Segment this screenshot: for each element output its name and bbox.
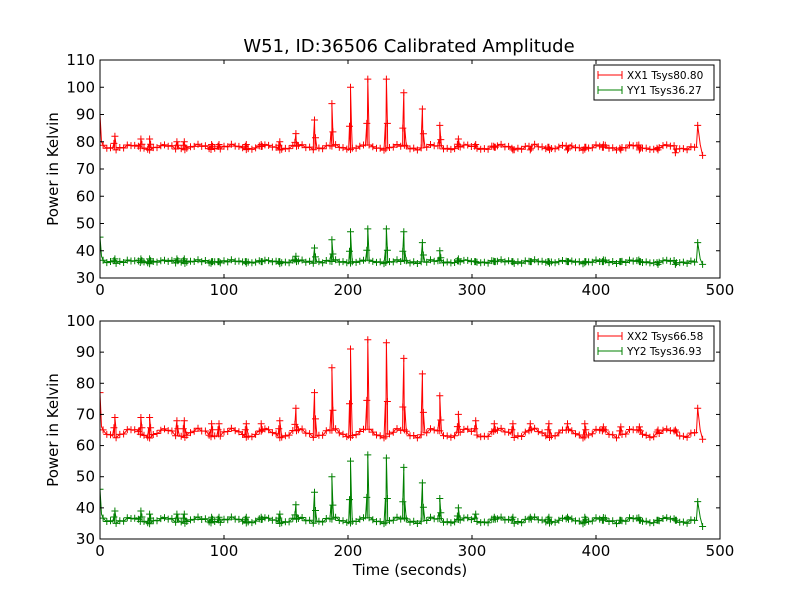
top-x-tick-label: 0 (95, 281, 105, 299)
top-series-xx1 (100, 75, 707, 159)
top-y-tick-label: 110 (66, 51, 95, 69)
bottom-y-tick-label: 60 (76, 437, 95, 455)
top-y-tick-label: 50 (76, 215, 95, 233)
bottom-series-yy2 (100, 451, 707, 530)
bottom-x-tick-label: 500 (706, 542, 735, 560)
bottom-x-tick-label: 100 (210, 542, 239, 560)
top-y-tick-label: 30 (76, 269, 95, 287)
bottom-x-tick-label: 0 (95, 542, 105, 560)
bottom-x-tick-label: 400 (582, 542, 611, 560)
top-legend: XX1 Tsys80.80 YY1 Tsys36.27 (593, 64, 715, 101)
bottom-y-axis-label: Power in Kelvin (44, 373, 62, 487)
top-x-tick-label: 300 (458, 281, 487, 299)
top-y-tick-label: 60 (76, 187, 95, 205)
bottom-legend-swatch-marker (597, 332, 623, 340)
top-chart-panel: 0 100 200 300 400 500 30 40 50 60 70 80 90 100 110 Powe… (44, 51, 734, 299)
bottom-x-tick-label: 300 (458, 542, 487, 560)
top-y-tick-label: 80 (76, 133, 95, 151)
top-y-tick-label: 40 (76, 242, 95, 260)
bottom-legend: XX2 Tsys66.58 YY2 Tsys36.93 (593, 325, 715, 362)
bottom-plot-frame (99, 320, 721, 540)
top-series-markers (100, 225, 707, 268)
bottom-series-markers (100, 451, 707, 530)
top-y-tick-label: 100 (66, 78, 95, 96)
bottom-legend-label: XX2 Tsys66.58 (627, 331, 703, 343)
bottom-y-tick-label: 100 (66, 312, 95, 330)
figure-title: W51, ID:36506 Calibrated Amplitude (243, 36, 574, 57)
top-legend-swatch-marker (597, 86, 623, 94)
bottom-y-tick-label: 90 (76, 343, 95, 361)
top-series-yy1 (100, 225, 707, 268)
top-y-tick-label: 70 (76, 160, 95, 178)
top-series-markers (100, 75, 707, 159)
bottom-chart-panel: 0 100 200 300 400 500 30 40 50 60 70 80 90 100 Power i… (44, 312, 734, 579)
bottom-y-tick-label: 30 (76, 530, 95, 548)
bottom-y-tick-label: 80 (76, 374, 95, 392)
bottom-legend-label: YY2 Tsys36.93 (626, 346, 702, 358)
top-legend-box (593, 64, 715, 101)
top-y-tick-label: 90 (76, 106, 95, 124)
bottom-x-axis-label: Time (seconds) (352, 561, 468, 579)
top-y-axis-label: Power in Kelvin (44, 112, 62, 226)
bottom-x-tick-label: 200 (334, 542, 363, 560)
bottom-y-tick-label: 40 (76, 499, 95, 517)
bottom-legend-swatch-marker (597, 347, 623, 355)
top-x-tick-label: 400 (582, 281, 611, 299)
bottom-legend-box (593, 325, 715, 362)
top-x-tick-label: 200 (334, 281, 363, 299)
top-x-tick-label: 500 (706, 281, 735, 299)
top-legend-label: YY1 Tsys36.27 (626, 85, 702, 97)
top-legend-label: XX1 Tsys80.80 (627, 70, 703, 82)
bottom-series-markers (100, 336, 707, 443)
top-legend-swatch-marker (597, 71, 623, 79)
bottom-y-tick-label: 70 (76, 405, 95, 423)
top-x-tick-label: 100 (210, 281, 239, 299)
bottom-y-tick-label: 50 (76, 468, 95, 486)
bottom-series-xx2 (100, 336, 707, 443)
